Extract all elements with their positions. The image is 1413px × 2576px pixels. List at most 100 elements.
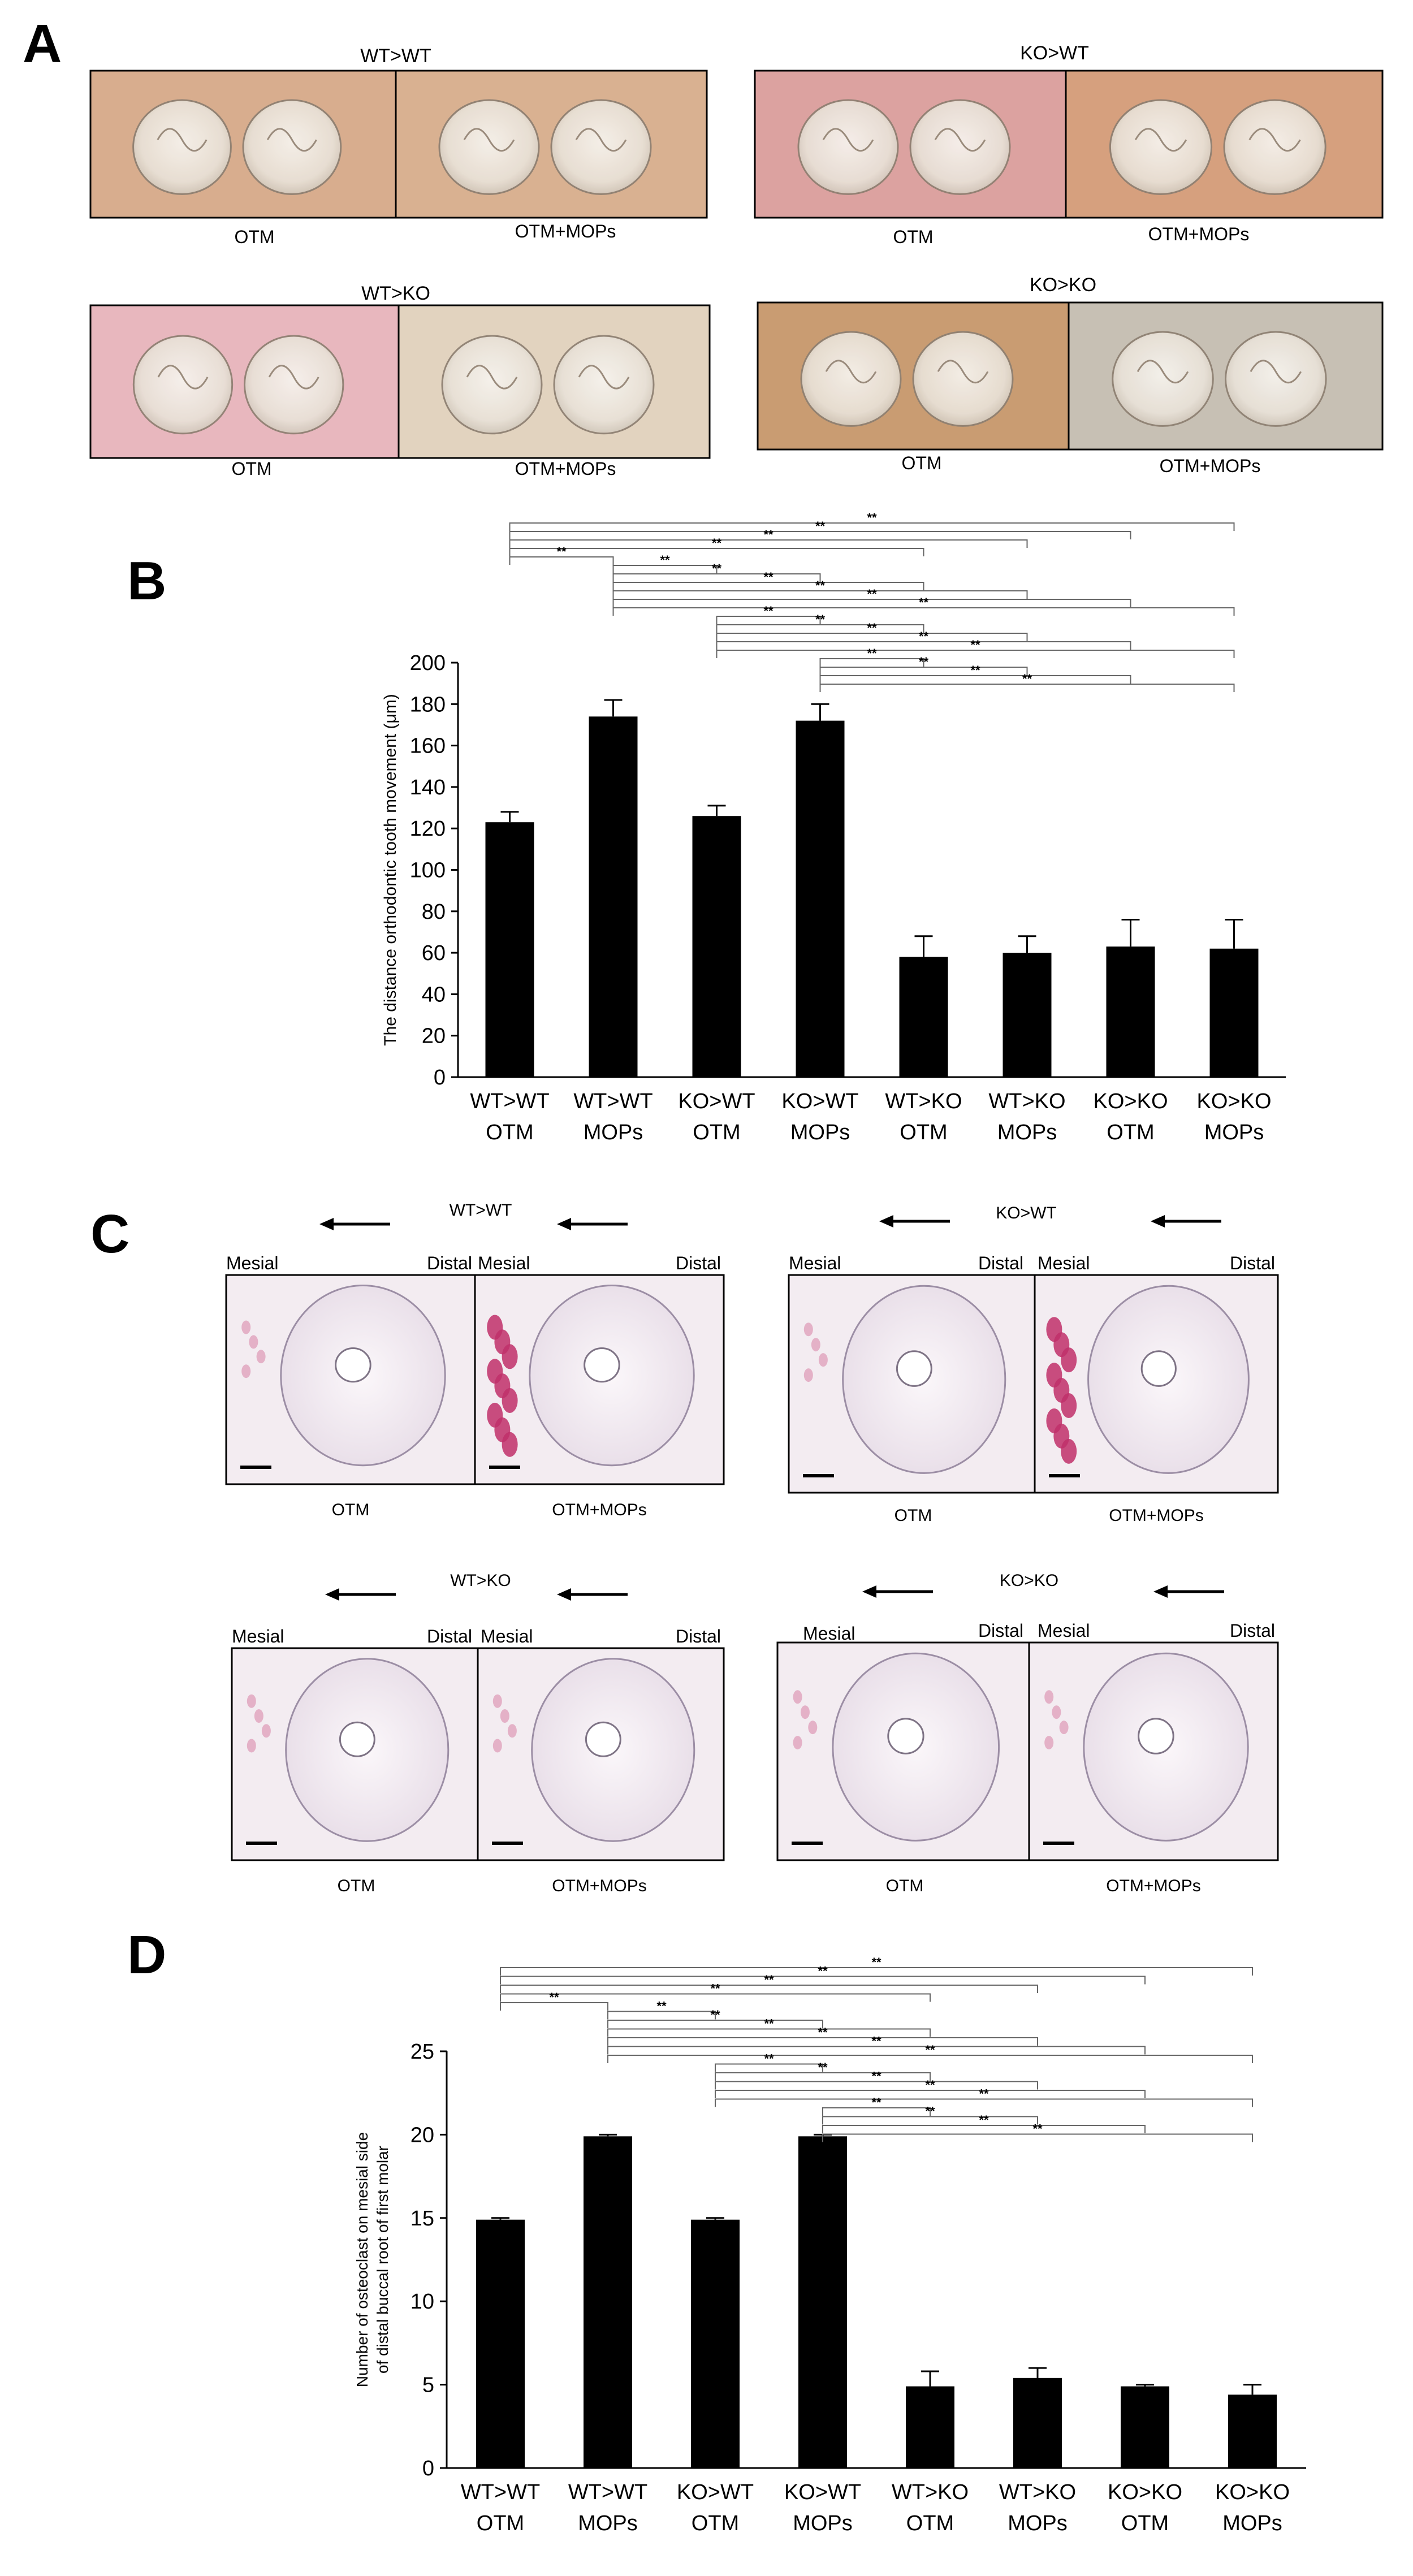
- x-tick-label: KO>KO: [1094, 1090, 1168, 1113]
- x-tick-label: OTM: [693, 1121, 740, 1144]
- y-tick-label: 20: [410, 2123, 434, 2147]
- pulp-canal: [584, 1347, 620, 1383]
- panel-label-b: B: [127, 551, 166, 611]
- x-tick-label: MOPs: [1008, 2512, 1068, 2535]
- osteoclast-stain: [1044, 1690, 1054, 1704]
- significance-bracket: [715, 2090, 1146, 2098]
- significance-bracket: [716, 624, 924, 633]
- significance-label: **: [764, 2052, 774, 2066]
- significance-bracket: [500, 1976, 1146, 1985]
- histo-distal-kowt-mops: Distal: [1230, 1253, 1275, 1273]
- significance-label: **: [818, 2025, 828, 2039]
- significance-label: **: [818, 2060, 828, 2074]
- bar: [906, 2386, 954, 2468]
- bar: [796, 720, 845, 1077]
- molar-crown: [553, 335, 655, 435]
- osteoclast-stain: [241, 1320, 251, 1334]
- bar: [798, 2136, 847, 2468]
- photo-caption-koko-otm: OTM: [901, 453, 941, 473]
- pulp-canal: [887, 1718, 924, 1754]
- molar-crown: [1223, 99, 1326, 195]
- histo-mesial-wtwt-mops: Mesial: [478, 1253, 530, 1273]
- significance-label: **: [710, 1982, 720, 1996]
- x-tick-label: WT>KO: [999, 2480, 1076, 2504]
- panel-label-d: D: [127, 1925, 166, 1985]
- molar-crown: [550, 99, 652, 195]
- y-tick-label: 100: [410, 859, 446, 883]
- x-tick-label: MOPs: [1204, 1121, 1264, 1144]
- significance-label: **: [970, 663, 980, 677]
- significance-label: **: [815, 612, 826, 626]
- significance-bracket: [612, 607, 1235, 616]
- significance-bracket: [509, 556, 614, 565]
- histo-distal-wtko-otm: Distal: [427, 1626, 472, 1646]
- osteoclast-stain: [502, 1344, 518, 1369]
- significance-label: **: [979, 2113, 989, 2127]
- y-tick-label: 80: [422, 900, 446, 924]
- significance-bracket: [500, 1985, 1038, 1993]
- bar: [584, 2136, 632, 2468]
- osteoclast-stain: [800, 1705, 810, 1719]
- pulp-canal: [339, 1721, 375, 1757]
- bar: [1003, 953, 1052, 1077]
- osteoclast-stain: [793, 1736, 802, 1750]
- significance-label: **: [660, 553, 670, 567]
- x-tick-label: MOPs: [1222, 2512, 1282, 2535]
- histo-distal-wtko-mops: Distal: [676, 1626, 721, 1646]
- significance-label: **: [764, 2017, 774, 2031]
- significance-bracket: [607, 2028, 931, 2037]
- direction-arrow-head: [879, 1215, 893, 1228]
- significance-label: **: [867, 511, 877, 525]
- y-tick-label: 20: [422, 1025, 446, 1048]
- x-tick-label: WT>WT: [461, 2480, 540, 2504]
- histo-group-title-wtko: WT>KO: [450, 1571, 511, 1590]
- significance-bracket: [822, 2107, 931, 2116]
- x-tick-label: MOPs: [790, 1121, 850, 1144]
- x-tick-label: OTM: [486, 1121, 533, 1144]
- osteoclast-stain: [803, 1322, 813, 1337]
- significance-bracket: [819, 658, 924, 667]
- y-tick-label: 25: [410, 2040, 434, 2064]
- direction-arrow-head: [557, 1218, 571, 1230]
- significance-label: **: [871, 2069, 881, 2084]
- significance-label: **: [925, 2078, 935, 2092]
- pulp-canal: [1140, 1350, 1177, 1387]
- significance-bracket: [715, 2081, 1038, 2090]
- significance-label: **: [925, 2043, 935, 2057]
- significance-label: **: [764, 1973, 774, 1987]
- x-tick-label: WT>KO: [892, 2480, 969, 2504]
- photo-group-title-wtwt: WT>WT: [360, 45, 431, 67]
- molar-crown: [132, 335, 234, 435]
- bar: [589, 716, 638, 1077]
- y-tick-label: 160: [410, 734, 446, 758]
- molar-groove: [575, 128, 627, 152]
- significance-label: **: [867, 587, 877, 601]
- significance-bracket: [715, 2072, 931, 2081]
- pulp-canal: [896, 1350, 932, 1387]
- x-tick-label: WT>WT: [573, 1090, 653, 1113]
- osteoclast-stain: [247, 1694, 256, 1708]
- osteoclast-stain: [502, 1388, 518, 1413]
- pulp-canal: [335, 1347, 371, 1383]
- significance-label: **: [919, 629, 929, 643]
- significance-label: **: [871, 1955, 881, 1969]
- x-tick-label: OTM: [1107, 1121, 1154, 1144]
- histo-caption-kowt-otm: OTM: [895, 1506, 932, 1525]
- molar-crown: [1225, 331, 1327, 427]
- molar-groove: [466, 365, 518, 390]
- molar-groove: [1134, 128, 1187, 152]
- significance-label: **: [867, 646, 877, 660]
- significance-label: **: [556, 544, 567, 559]
- significance-label: **: [763, 604, 774, 618]
- significance-bracket: [819, 684, 1235, 692]
- bar: [476, 2219, 525, 2468]
- y-tick-label: 200: [410, 651, 446, 675]
- y-tick-label: 5: [422, 2374, 434, 2397]
- molar-groove: [266, 128, 317, 152]
- significance-bracket: [500, 1967, 1253, 1976]
- x-tick-label: WT>WT: [470, 1090, 549, 1113]
- significance-bracket: [500, 1993, 931, 2002]
- osteoclast-stain: [1061, 1393, 1077, 1418]
- bar: [485, 822, 534, 1077]
